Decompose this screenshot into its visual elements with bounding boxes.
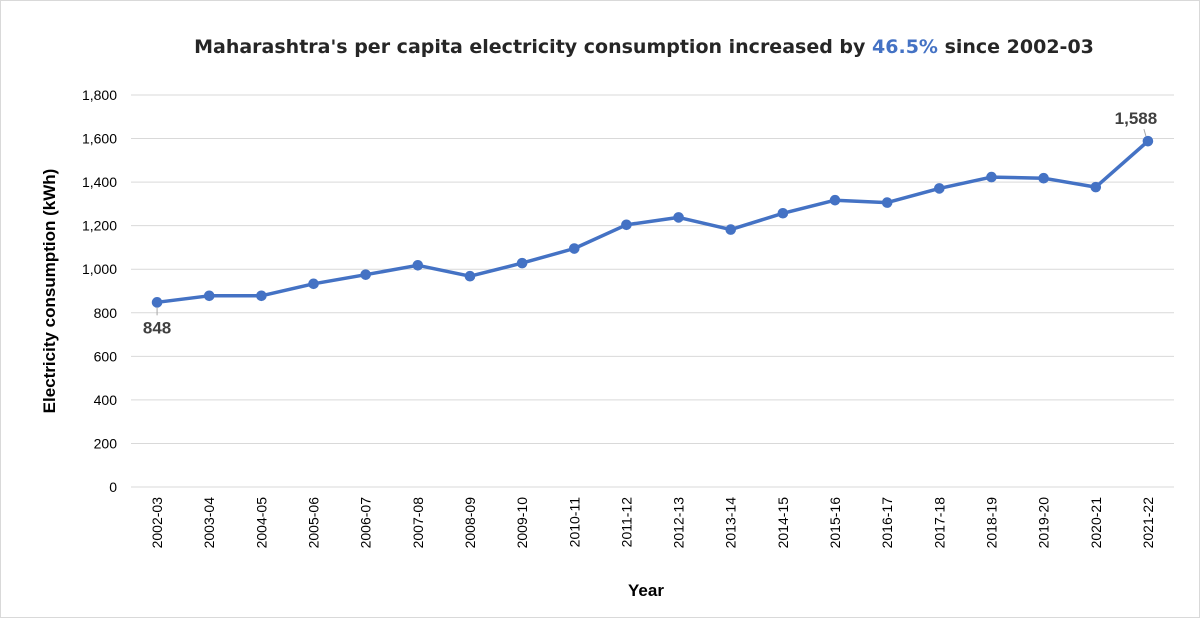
x-tick-label: 2018-19 [983, 497, 999, 549]
y-tick-label: 800 [94, 305, 118, 321]
data-label: 848 [143, 318, 171, 337]
x-tick-label: 2008-09 [462, 497, 478, 549]
x-tick-label: 2010-11 [566, 497, 582, 548]
y-axis-title: Electricity consumption (kWh) [40, 169, 59, 414]
x-tick-label: 2021-22 [1140, 497, 1156, 549]
data-label: 1,588 [1115, 109, 1158, 128]
x-axis-ticks: 2002-03 2003-04 2004-05 2005-06 2006-07 2007-… [149, 497, 1156, 549]
data-point [1038, 172, 1049, 184]
data-point [725, 224, 737, 235]
x-tick-label: 2015-16 [827, 497, 843, 549]
data-point [516, 257, 528, 269]
x-tick-label: 2014-15 [775, 497, 791, 549]
data-point [881, 197, 893, 208]
y-tick-label: 1,000 [82, 261, 117, 277]
y-tick-label: 1,400 [82, 174, 117, 190]
y-tick-label: 0 [109, 479, 117, 495]
x-tick-label: 2012-13 [671, 497, 687, 549]
data-point [829, 194, 841, 206]
data-point [203, 290, 215, 302]
data-point [360, 269, 371, 280]
data-point [777, 207, 789, 219]
x-tick-label: 2003-04 [201, 497, 217, 549]
y-tick-label: 1,800 [82, 87, 117, 103]
data-point [934, 183, 945, 194]
x-tick-label: 2004-05 [253, 497, 269, 549]
x-tick-label: 2011-12 [618, 497, 634, 548]
y-tick-label: 200 [94, 435, 118, 451]
data-labels: 848 1,588 [143, 109, 1157, 337]
y-tick-label: 400 [94, 392, 118, 408]
x-tick-label: 2013-14 [723, 497, 739, 549]
x-axis-title: Year [628, 581, 664, 600]
series-line [155, 139, 1150, 305]
data-label-leader [1143, 129, 1147, 137]
title-suffix: since 2002-03 [937, 36, 1094, 58]
data-point [151, 297, 163, 308]
data-point [256, 290, 267, 302]
x-tick-label: 2006-07 [358, 497, 374, 549]
y-tick-label: 1,200 [82, 218, 117, 234]
x-tick-label: 2009-10 [514, 497, 530, 549]
data-point [1090, 181, 1102, 193]
title-prefix: Maharashtra's per capita electricity con… [194, 36, 873, 58]
x-tick-label: 2007-08 [410, 497, 426, 549]
y-tick-label: 600 [94, 348, 118, 364]
x-tick-label: 2005-06 [306, 497, 322, 549]
data-point [412, 260, 424, 271]
gridlines [131, 94, 1174, 488]
data-point [673, 212, 684, 223]
y-axis-ticks: 0 200 400 600 800 1,000 1,200 1,400 1,600 1,800 [82, 87, 117, 495]
series [151, 135, 1154, 308]
x-tick-label: 2016-17 [879, 497, 895, 549]
x-tick-label: 2020-21 [1088, 497, 1104, 549]
x-tick-label: 2002-03 [149, 497, 165, 549]
y-tick-label: 1,600 [82, 131, 117, 147]
title-highlight: 46.5% [872, 36, 938, 58]
data-point [308, 278, 319, 290]
data-point [1142, 135, 1154, 147]
data-point [464, 270, 476, 282]
data-point [568, 243, 580, 254]
chart-title: Maharashtra's per capita electricity con… [0, 36, 1200, 58]
data-point [621, 219, 632, 231]
x-tick-label: 2019-20 [1036, 497, 1052, 549]
data-point [986, 171, 997, 183]
x-tick-label: 2017-18 [931, 497, 947, 549]
